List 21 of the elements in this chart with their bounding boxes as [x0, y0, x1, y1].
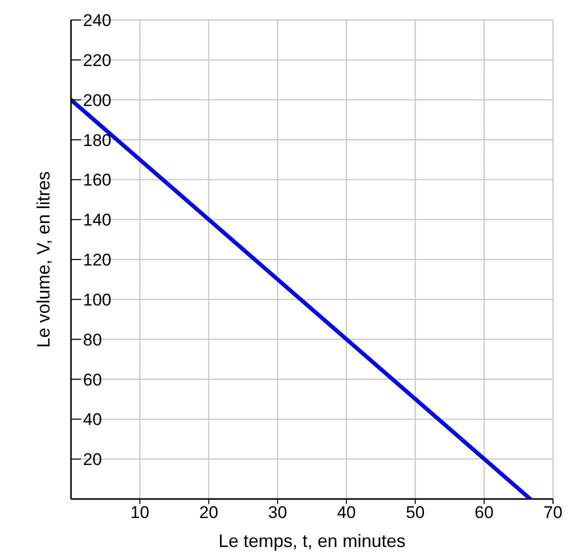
y-axis-title: Le volume, V, en litres — [33, 171, 54, 348]
y-tick-label: 140 — [83, 210, 112, 230]
x-tick-label: 30 — [268, 503, 288, 522]
y-tick-label: 40 — [83, 410, 102, 430]
y-tick-label: 20 — [83, 450, 102, 470]
x-tick-label: 20 — [199, 503, 218, 522]
x-tick-label: 70 — [544, 503, 562, 522]
y-tick-label: 80 — [83, 330, 102, 350]
y-tick-label: 60 — [83, 370, 102, 390]
y-tick-label: 120 — [83, 250, 112, 270]
x-tick-label: 50 — [406, 503, 425, 522]
y-tick-label: 100 — [83, 290, 112, 310]
x-axis-title: Le temps, t, en minutes — [218, 531, 406, 551]
x-tick-label: 60 — [474, 503, 494, 522]
y-tick-label: 160 — [83, 170, 112, 190]
y-tick-label: 200 — [83, 90, 112, 110]
y-tick-label: 180 — [83, 130, 112, 150]
x-tick-label: 40 — [336, 503, 356, 522]
y-tick-label: 240 — [83, 11, 112, 30]
x-tick-label: 10 — [130, 503, 150, 522]
y-tick-label: 220 — [83, 50, 112, 70]
